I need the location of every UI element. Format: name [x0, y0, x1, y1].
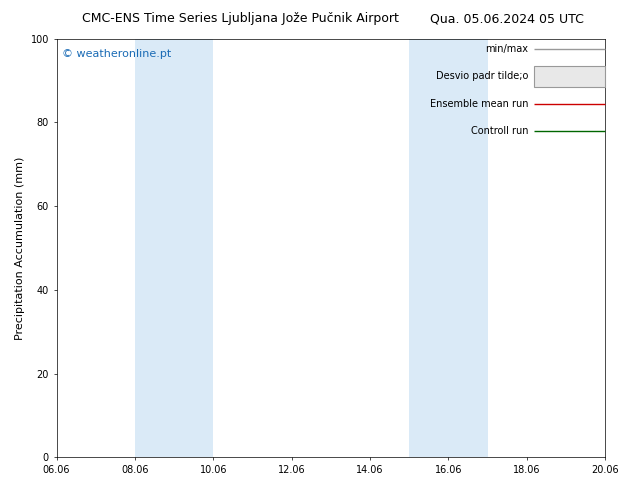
FancyBboxPatch shape — [534, 66, 605, 87]
Text: min/max: min/max — [486, 44, 528, 54]
Bar — [135, 39, 213, 457]
Text: Desvio padr tilde;o: Desvio padr tilde;o — [436, 71, 528, 81]
Text: Controll run: Controll run — [471, 126, 528, 136]
Text: © weatheronline.pt: © weatheronline.pt — [62, 49, 171, 59]
Text: Ensemble mean run: Ensemble mean run — [430, 98, 528, 108]
Bar — [410, 39, 488, 457]
Text: Qua. 05.06.2024 05 UTC: Qua. 05.06.2024 05 UTC — [430, 12, 584, 25]
Y-axis label: Precipitation Accumulation (mm): Precipitation Accumulation (mm) — [15, 156, 25, 340]
Text: CMC-ENS Time Series Ljubljana Jože Pučnik Airport: CMC-ENS Time Series Ljubljana Jože Pučni… — [82, 12, 399, 25]
